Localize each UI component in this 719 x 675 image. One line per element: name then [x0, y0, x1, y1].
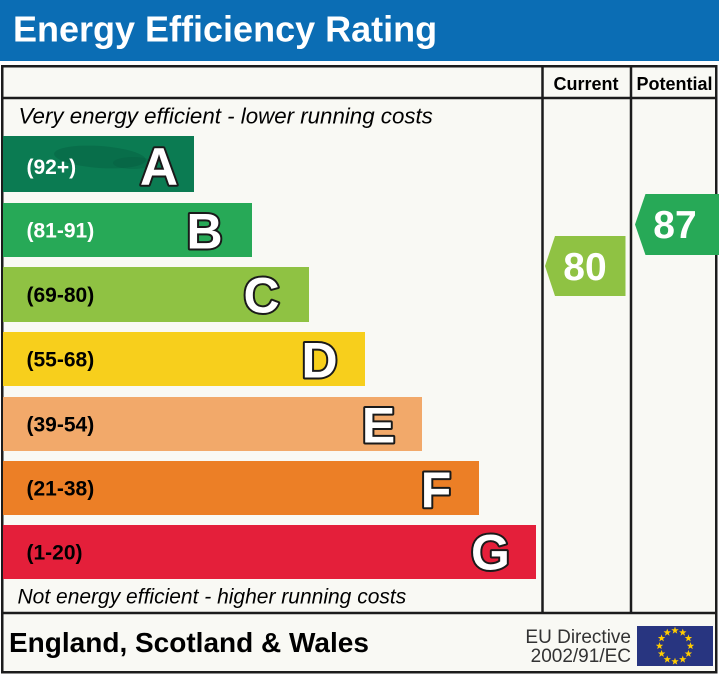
svg-text:2002/91/EC: 2002/91/EC — [531, 646, 631, 667]
svg-text:F: F — [421, 462, 452, 518]
svg-text:England, Scotland & Wales: England, Scotland & Wales — [9, 627, 369, 658]
svg-text:(92+): (92+) — [27, 156, 77, 179]
svg-text:B: B — [186, 204, 222, 260]
svg-text:87: 87 — [653, 204, 696, 247]
svg-text:(55-68): (55-68) — [27, 349, 95, 372]
svg-text:(69-80): (69-80) — [27, 284, 95, 307]
svg-text:C: C — [243, 268, 279, 324]
svg-text:E: E — [362, 398, 395, 454]
svg-text:(39-54): (39-54) — [27, 414, 95, 437]
svg-text:80: 80 — [563, 246, 606, 289]
svg-text:A: A — [140, 138, 178, 197]
svg-text:(21-38): (21-38) — [27, 478, 95, 501]
svg-text:Current: Current — [553, 74, 618, 94]
svg-text:EU Directive: EU Directive — [525, 627, 631, 648]
svg-text:(81-91): (81-91) — [27, 220, 95, 243]
svg-text:(1-20): (1-20) — [27, 542, 83, 565]
svg-text:Energy Efficiency Rating: Energy Efficiency Rating — [13, 9, 437, 50]
svg-text:Not energy efficient - higher: Not energy efficient - higher running co… — [18, 586, 407, 609]
svg-text:Potential: Potential — [636, 74, 712, 94]
svg-text:D: D — [301, 333, 337, 389]
svg-text:G: G — [471, 525, 510, 581]
svg-text:Very energy efficient - lower: Very energy efficient - lower running co… — [19, 104, 433, 129]
